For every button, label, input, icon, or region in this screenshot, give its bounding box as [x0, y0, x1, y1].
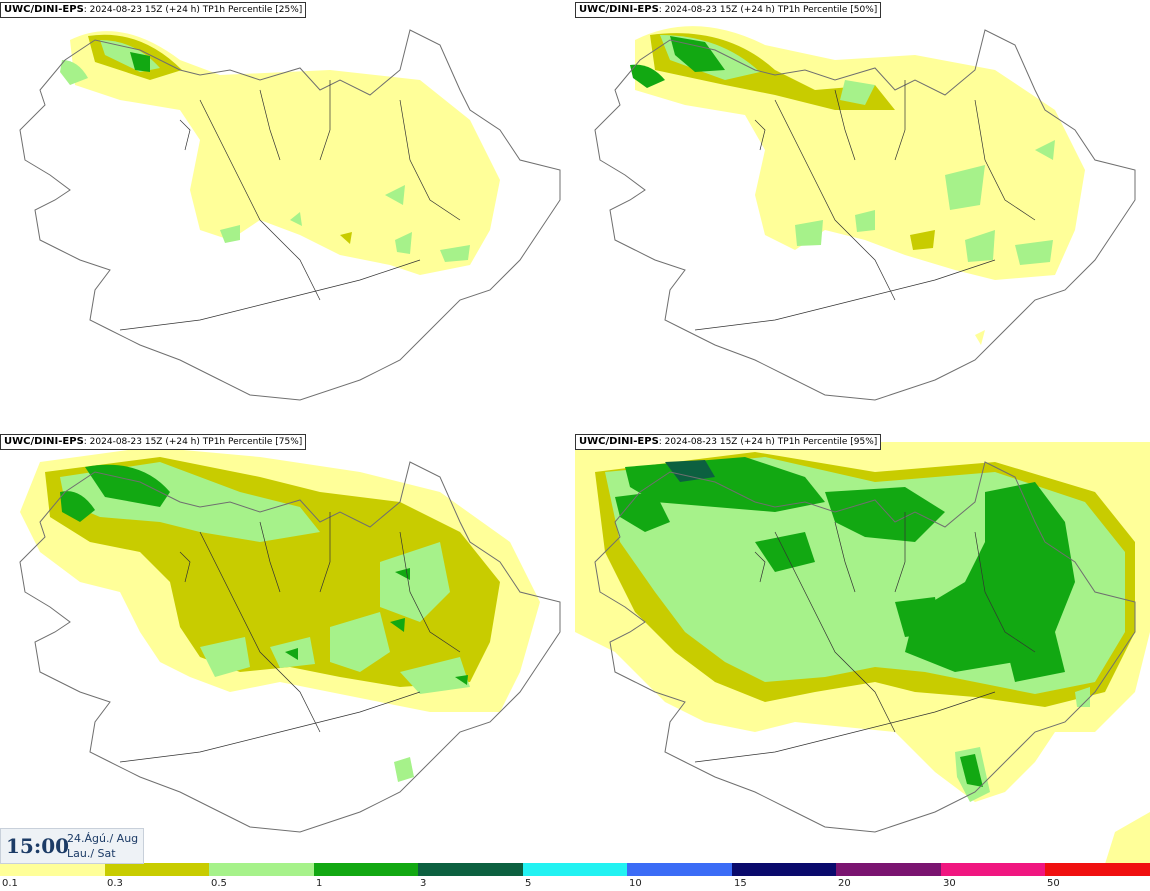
precip-field	[20, 447, 540, 782]
rivers-roads	[694, 80, 1036, 331]
panel-title: UWC/DINI-EPS: 2024-08-23 15Z (+24 h) TP1…	[0, 2, 307, 18]
field-name: TP1h Percentile	[777, 437, 848, 447]
run-info: 2024-08-23 15Z (+24 h)	[664, 437, 775, 447]
legend-tick-label: 0.1	[2, 878, 18, 889]
legend-swatch	[313, 863, 419, 876]
legend-swatch	[209, 863, 314, 876]
model-name: UWC/DINI-EPS	[579, 4, 659, 15]
precip-field	[60, 31, 500, 276]
legend-swatch	[627, 863, 732, 876]
field-name: TP1h Percentile	[202, 437, 273, 447]
iceland-outline	[594, 461, 1136, 833]
legend-swatch	[522, 863, 628, 876]
run-info: 2024-08-23 15Z (+24 h)	[664, 5, 775, 15]
legend-tick-label: 3	[420, 878, 427, 889]
field-name: TP1h Percentile	[202, 5, 273, 15]
model-name: UWC/DINI-EPS	[579, 436, 659, 447]
legend-tick-label: 0.5	[211, 878, 227, 889]
legend-tick-label: 20	[838, 878, 851, 889]
percentile-label: [25%]	[275, 5, 303, 15]
legend-swatch	[731, 863, 837, 876]
panel-title: UWC/DINI-EPS: 2024-08-23 15Z (+24 h) TP1…	[575, 434, 882, 450]
legend-swatch	[0, 863, 105, 876]
precip-map	[19, 447, 561, 833]
map-panel-p75: UWC/DINI-EPS: 2024-08-23 15Z (+24 h) TP1…	[0, 432, 575, 864]
legend-tick-label: 1	[316, 878, 323, 889]
iceland-outline	[594, 29, 1136, 401]
forecast-time-box: 15:00 24.Ágú./ Aug Lau./ Sat	[0, 828, 144, 864]
precip-field	[575, 442, 1150, 864]
map-panel-p95: UWC/DINI-EPS: 2024-08-23 15Z (+24 h) TP1…	[575, 432, 1150, 864]
rivers-roads	[119, 512, 461, 763]
percentile-label: [50%]	[850, 5, 878, 15]
percentile-label: [75%]	[275, 437, 303, 447]
legend-tick-label: 0.3	[107, 878, 123, 889]
map-panel-p25: UWC/DINI-EPS: 2024-08-23 15Z (+24 h) TP1…	[0, 0, 575, 432]
percentile-label: [95%]	[850, 437, 878, 447]
legend-swatch	[104, 863, 210, 876]
rivers-roads	[119, 80, 461, 331]
precip-map	[594, 26, 1136, 401]
panel-title: UWC/DINI-EPS: 2024-08-23 15Z (+24 h) TP1…	[575, 2, 882, 18]
precip-map	[19, 29, 561, 401]
forecast-weekday: Lau./ Sat	[67, 847, 116, 860]
panel-title: UWC/DINI-EPS: 2024-08-23 15Z (+24 h) TP1…	[0, 434, 307, 450]
precip-field	[630, 26, 1085, 345]
forecast-time: 15:00	[6, 834, 70, 858]
iceland-outline	[19, 29, 561, 401]
legend-swatch	[940, 863, 1046, 876]
legend-swatch	[836, 863, 941, 876]
legend-tick-label: 5	[525, 878, 532, 889]
run-info: 2024-08-23 15Z (+24 h)	[89, 437, 200, 447]
legend-tick-label: 10	[629, 878, 642, 889]
field-name: TP1h Percentile	[777, 5, 848, 15]
legend-swatch	[1045, 863, 1150, 876]
run-info: 2024-08-23 15Z (+24 h)	[89, 5, 200, 15]
precip-map	[575, 442, 1150, 864]
legend-tick-label: 50	[1047, 878, 1060, 889]
rivers-roads	[694, 512, 1036, 763]
model-name: UWC/DINI-EPS	[4, 436, 84, 447]
model-name: UWC/DINI-EPS	[4, 4, 84, 15]
iceland-outline	[19, 461, 561, 833]
legend-tick-label: 30	[943, 878, 956, 889]
map-panel-p50: UWC/DINI-EPS: 2024-08-23 15Z (+24 h) TP1…	[575, 0, 1150, 432]
precip-legend: 0.1 0.3 0.5 1 3 5 10 15 20 30 50	[0, 863, 1150, 891]
legend-color-bar	[0, 863, 1150, 876]
legend-tick-label: 15	[734, 878, 747, 889]
legend-swatch	[418, 863, 523, 876]
forecast-date: 24.Ágú./ Aug	[67, 832, 139, 845]
